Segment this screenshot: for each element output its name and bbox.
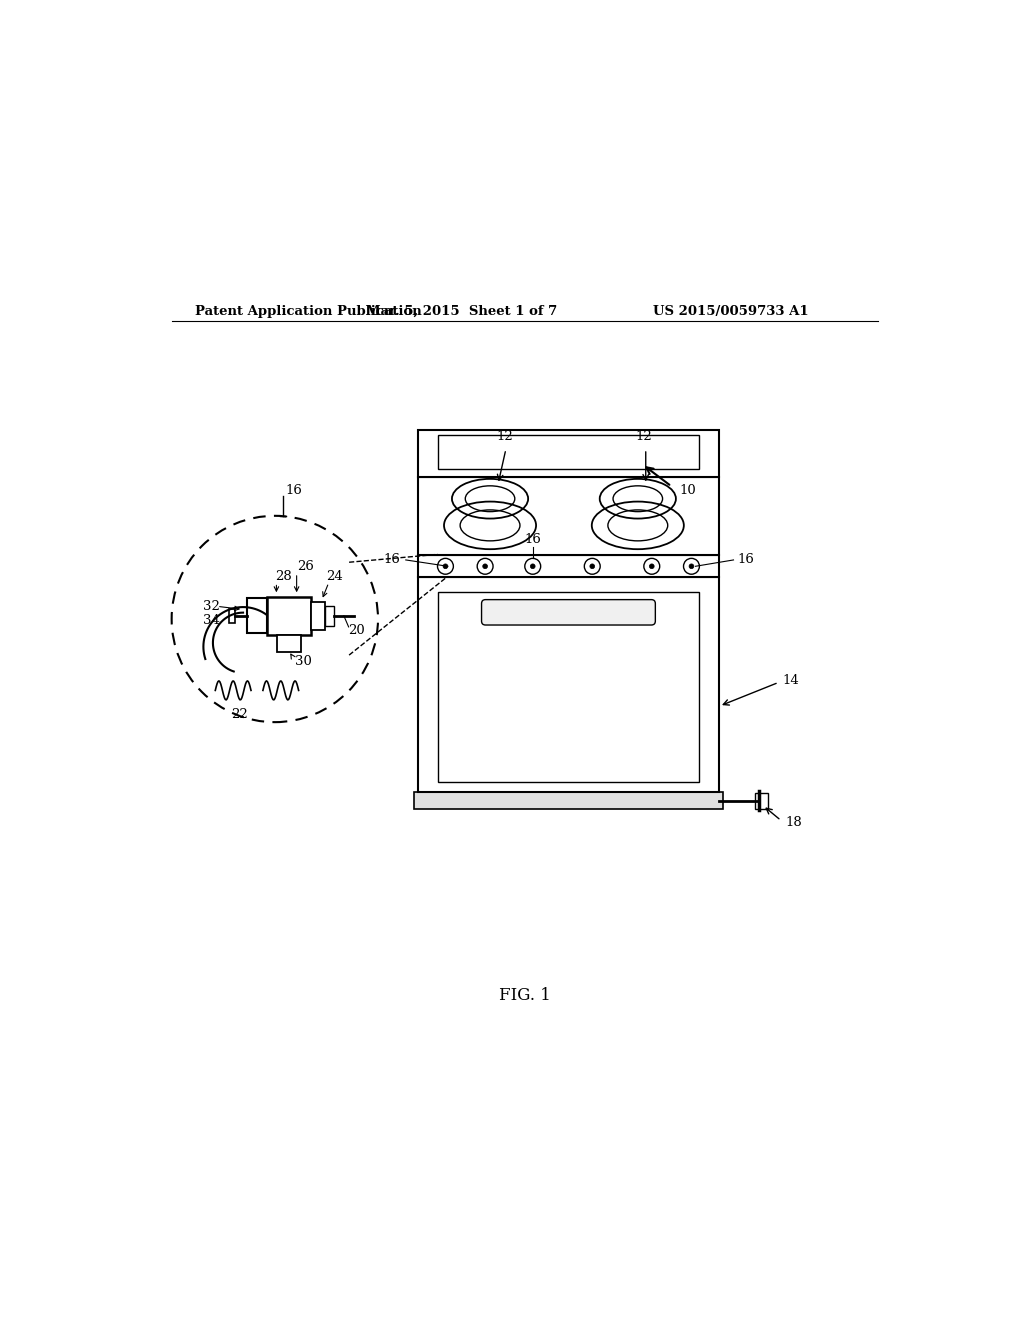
- Text: 16: 16: [383, 553, 400, 566]
- Text: US 2015/0059733 A1: US 2015/0059733 A1: [653, 305, 809, 318]
- Text: 32: 32: [204, 599, 220, 612]
- Polygon shape: [437, 436, 699, 469]
- Text: Patent Application Publication: Patent Application Publication: [196, 305, 422, 318]
- Polygon shape: [310, 602, 325, 630]
- FancyBboxPatch shape: [481, 599, 655, 624]
- Circle shape: [649, 564, 654, 569]
- Text: 34: 34: [204, 614, 220, 627]
- Polygon shape: [418, 430, 719, 477]
- Text: 16: 16: [286, 484, 303, 496]
- Text: 18: 18: [785, 817, 802, 829]
- Text: 16: 16: [524, 533, 541, 546]
- Text: 26: 26: [297, 560, 313, 573]
- Polygon shape: [418, 477, 719, 556]
- Polygon shape: [437, 591, 699, 783]
- Text: 24: 24: [327, 570, 343, 583]
- Polygon shape: [414, 792, 723, 809]
- Circle shape: [590, 564, 595, 569]
- Circle shape: [437, 558, 454, 574]
- Circle shape: [477, 558, 494, 574]
- Polygon shape: [247, 598, 267, 634]
- Text: 14: 14: [782, 675, 800, 688]
- Text: 20: 20: [348, 623, 366, 636]
- Circle shape: [644, 558, 659, 574]
- Polygon shape: [267, 597, 310, 635]
- Circle shape: [482, 564, 487, 569]
- Text: 16: 16: [737, 553, 755, 566]
- Polygon shape: [325, 606, 334, 626]
- Polygon shape: [276, 635, 301, 652]
- Text: 28: 28: [274, 570, 292, 583]
- Text: 12: 12: [636, 429, 652, 442]
- Text: 10: 10: [680, 484, 696, 496]
- Text: 30: 30: [295, 655, 312, 668]
- Text: 22: 22: [230, 708, 248, 721]
- Circle shape: [689, 564, 694, 569]
- Polygon shape: [228, 609, 236, 623]
- Text: Mar. 5, 2015  Sheet 1 of 7: Mar. 5, 2015 Sheet 1 of 7: [366, 305, 557, 318]
- Circle shape: [585, 558, 600, 574]
- Text: FIG. 1: FIG. 1: [499, 987, 551, 1005]
- Circle shape: [684, 558, 699, 574]
- Circle shape: [530, 564, 536, 569]
- Circle shape: [525, 558, 541, 574]
- Text: 12: 12: [496, 429, 513, 442]
- Polygon shape: [418, 556, 719, 577]
- Polygon shape: [418, 577, 719, 792]
- Circle shape: [443, 564, 447, 569]
